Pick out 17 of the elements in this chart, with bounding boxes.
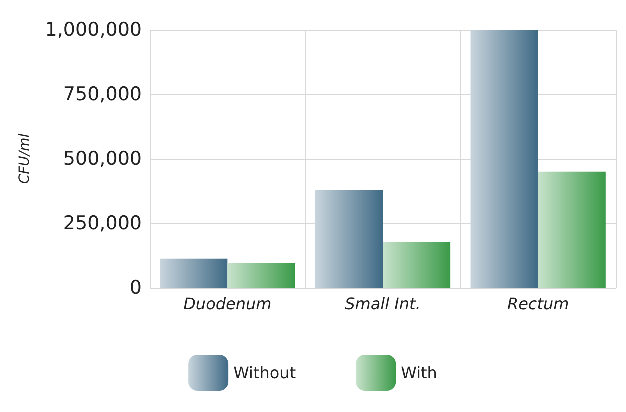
bar: [383, 242, 451, 288]
y-tick-label: 750,000: [63, 84, 142, 106]
bar: [538, 172, 606, 288]
bar: [160, 258, 228, 288]
y-tick-label: 250,000: [63, 212, 142, 234]
y-axis-title: CFU/ml: [17, 134, 33, 184]
bar: [470, 30, 538, 288]
bar: [228, 263, 296, 288]
legend-label: With: [401, 364, 438, 382]
y-tick-label: 0: [130, 277, 142, 299]
y-tick-label: 1,000,000: [45, 19, 142, 41]
x-tick-label: Small Int.: [345, 294, 421, 314]
y-tick-label: 500,000: [63, 148, 142, 170]
bar: [315, 190, 383, 288]
x-tick-label: Rectum: [507, 294, 570, 314]
legend-label: Without: [234, 364, 296, 382]
x-tick-label: Duodenum: [184, 294, 272, 314]
